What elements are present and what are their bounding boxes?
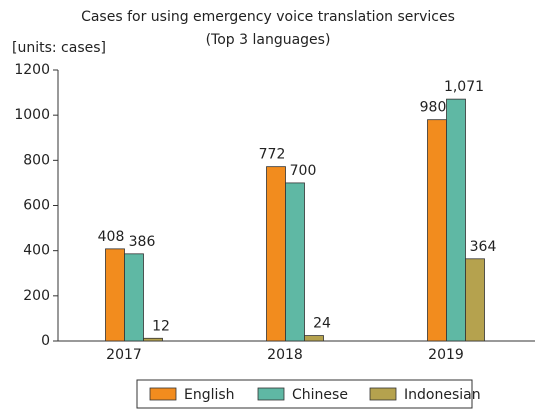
y-axis-label: [units: cases]	[12, 40, 106, 56]
data-label: 1,071	[444, 79, 484, 95]
legend-label: Indonesian	[404, 387, 481, 403]
data-label: 364	[470, 239, 497, 255]
bar	[427, 119, 447, 342]
bar	[304, 335, 324, 342]
y-tick-label: 800	[23, 152, 50, 168]
x-tick-label: 2018	[267, 347, 303, 363]
legend-label: Chinese	[292, 387, 348, 403]
data-label: 980	[420, 100, 447, 116]
data-label: 700	[290, 163, 317, 179]
legend-box	[136, 379, 473, 409]
bar	[124, 253, 144, 342]
bar	[446, 98, 466, 342]
y-tick-label: 1000	[14, 107, 50, 123]
bar	[465, 258, 485, 342]
data-label: 408	[98, 229, 125, 245]
legend-label: English	[184, 387, 235, 403]
data-label: 772	[259, 147, 286, 163]
data-label: 386	[129, 234, 156, 250]
y-tick-label: 600	[23, 198, 50, 214]
data-label: 12	[152, 318, 170, 334]
x-tick-label: 2019	[428, 347, 464, 363]
legend-swatch	[369, 387, 397, 401]
bar	[143, 337, 163, 342]
chart-title: Cases for using emergency voice translat…	[81, 9, 455, 25]
y-tick-label: 200	[23, 288, 50, 304]
y-tick-label: 1200	[14, 62, 50, 78]
y-tick-label: 400	[23, 243, 50, 259]
bar	[105, 248, 125, 342]
y-tick-label: 0	[41, 333, 50, 349]
bar	[285, 182, 305, 342]
chart-subtitle: (Top 3 languages)	[206, 32, 331, 48]
legend-swatch	[257, 387, 285, 401]
data-label: 24	[313, 316, 331, 332]
bar	[266, 166, 286, 342]
legend-swatch	[149, 387, 177, 401]
x-tick-label: 2017	[106, 347, 142, 363]
